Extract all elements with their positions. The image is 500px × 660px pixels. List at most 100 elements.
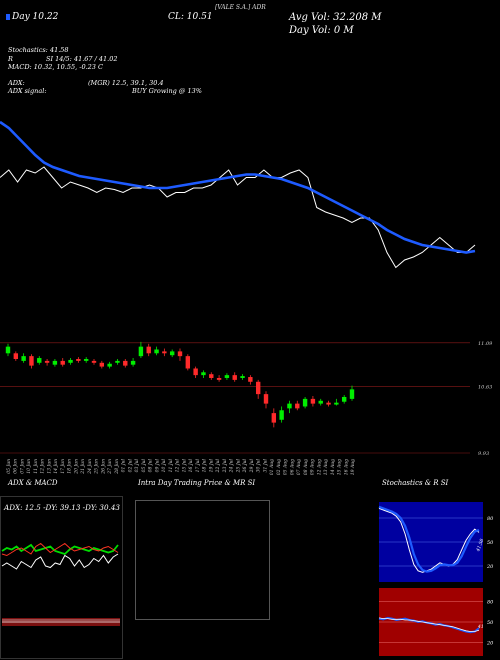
- candle-body: [21, 356, 26, 361]
- candle-body: [130, 360, 136, 365]
- candle-body: [193, 368, 198, 376]
- x-tick-label: 27 Jun: [107, 459, 113, 475]
- stoch-value-label: 41.58: [475, 538, 485, 553]
- macd-readout: MACD: 10.32, 10.55, -0.23 C: [8, 63, 103, 71]
- candle-body: [52, 360, 58, 365]
- adx-macd-panel: ADX: 12.5 -DY: 39.13 -DY: 30.43: [0, 496, 123, 659]
- day-vol-value: 0 M: [333, 25, 354, 36]
- candle-body: [224, 375, 230, 378]
- stochastics-readout: Stochastics: 41.58: [8, 46, 69, 54]
- candle-body: [334, 402, 339, 405]
- x-tick-label: 02 Jul: [127, 458, 133, 472]
- candle-body: [13, 353, 19, 359]
- x-tick-label: 16 Aug: [343, 459, 349, 475]
- x-tick-label: 26 Jul: [242, 458, 248, 473]
- x-tick-label: 01 Aug: [269, 459, 275, 475]
- x-tick-label: 05 Aug: [283, 459, 289, 475]
- y-tick-label: 11.09: [478, 341, 493, 347]
- candle-body: [107, 363, 112, 367]
- adx-values-readout: ADX: 12.5 -DY: 39.13 -DY: 30.43: [3, 503, 120, 512]
- x-tick-label: 05 Jul: [141, 458, 147, 472]
- x-tick-label: 14 Jun: [53, 459, 59, 474]
- candle-body: [318, 400, 323, 404]
- series-line-%K: [378, 507, 480, 573]
- adx-readout: (MGR) 12.5, 39.1, 30.4: [88, 79, 164, 87]
- candle-body: [169, 351, 175, 356]
- stochastics-title: Stochastics & R SI: [382, 479, 449, 487]
- candle-body: [209, 374, 214, 378]
- x-tick-label: 09 Aug: [310, 459, 316, 475]
- x-tick-label: 08 Jul: [148, 458, 154, 472]
- rsi-y-tick: 80: [487, 600, 494, 606]
- x-tick-label: 16 Jul: [188, 458, 194, 472]
- price-chart-series: [0, 120, 476, 269]
- x-tick-label: 19 Aug: [350, 459, 356, 475]
- x-tick-label: 09 Jul: [154, 458, 160, 472]
- x-tick-label: 07 Jun: [19, 459, 25, 474]
- avg-vol-value: 32.208 M: [333, 12, 382, 23]
- y-tick-label: 10.63: [478, 385, 492, 391]
- x-tick-label: 03 Jul: [134, 458, 140, 472]
- legend-marker-icon: [6, 14, 10, 20]
- day-vol-label: Day Vol:: [289, 25, 331, 36]
- close-label: CL: 10.51: [168, 12, 213, 22]
- candle-body: [115, 360, 120, 363]
- x-tick-label: 18 Jul: [202, 458, 208, 472]
- candle-body: [341, 396, 347, 402]
- x-tick-label: 23 Jul: [222, 458, 228, 473]
- avg-vol-label: Avg Vol:: [289, 12, 330, 23]
- x-tick-label: 30 Jul: [256, 458, 262, 472]
- candle-body: [76, 358, 81, 361]
- candle-body: [99, 362, 105, 367]
- series-line-price: [0, 166, 476, 269]
- candle-body: [255, 381, 261, 395]
- candle-body: [5, 346, 11, 354]
- x-tick-label: 05 Jun: [6, 459, 12, 474]
- x-tick-label: 02 Aug: [276, 459, 282, 475]
- adx-signal-label: ADX signal:: [8, 87, 47, 95]
- rsi-y-tick: 50: [487, 620, 494, 626]
- candle-body: [287, 403, 292, 409]
- intraday-panel: [135, 500, 270, 620]
- avg-vol: Avg Vol: 32.208 M: [289, 12, 382, 23]
- x-tick-label: 15 Aug: [337, 459, 343, 475]
- candle-body: [271, 413, 277, 423]
- stochastics-panel: 80 50 20 41.58 80 50 20 41: [378, 502, 494, 656]
- x-tick-label: 22 Jul: [215, 458, 221, 473]
- rsi-readout-left: R: [8, 55, 13, 63]
- candle-body: [216, 377, 222, 380]
- x-tick-label: 08 Aug: [303, 459, 309, 475]
- series-line-moving-average: [0, 120, 476, 254]
- x-tick-label: 29 Jul: [249, 458, 255, 473]
- candle-body: [138, 346, 144, 357]
- candle-body: [263, 394, 269, 404]
- candle-body: [310, 398, 316, 404]
- day-label-text: Day: [12, 12, 30, 22]
- candle-body: [248, 377, 253, 382]
- rsi-readout: SI 14/5: 41.67 / 41.02: [46, 55, 118, 63]
- candle-body: [29, 356, 34, 366]
- candle-body: [37, 358, 42, 363]
- close-label-text: CL:: [168, 12, 184, 22]
- adx-macd-series: ADX: 12.5 -DY: 39.13 -DY: 30.43: [0, 496, 123, 659]
- candle-body: [91, 360, 97, 363]
- candle-body: [302, 398, 308, 407]
- candle-body: [326, 402, 331, 405]
- x-tick-label: 18 Jun: [67, 459, 73, 474]
- x-tick-label: 11 Jul: [168, 458, 174, 472]
- x-tick-label: 12 Jul: [175, 458, 181, 472]
- y-tick-label: 9.93: [478, 451, 489, 457]
- candle-body: [232, 375, 237, 380]
- stochastics-series: 80 50 20 41.58 80 50 20 41: [378, 502, 494, 656]
- x-tick-label: 14 Aug: [330, 459, 336, 475]
- day-value: 10.22: [32, 12, 59, 22]
- adx-readout-label: ADX:: [8, 79, 25, 87]
- x-tick-label: 11 Jun: [33, 459, 39, 474]
- candle-body: [240, 376, 245, 378]
- x-tick-label: 06 Aug: [289, 459, 295, 475]
- x-tick-label: 21 Jun: [80, 459, 86, 475]
- day-vol: Day Vol: 0 M: [289, 25, 354, 36]
- x-tick-label: 24 Jul: [229, 458, 235, 473]
